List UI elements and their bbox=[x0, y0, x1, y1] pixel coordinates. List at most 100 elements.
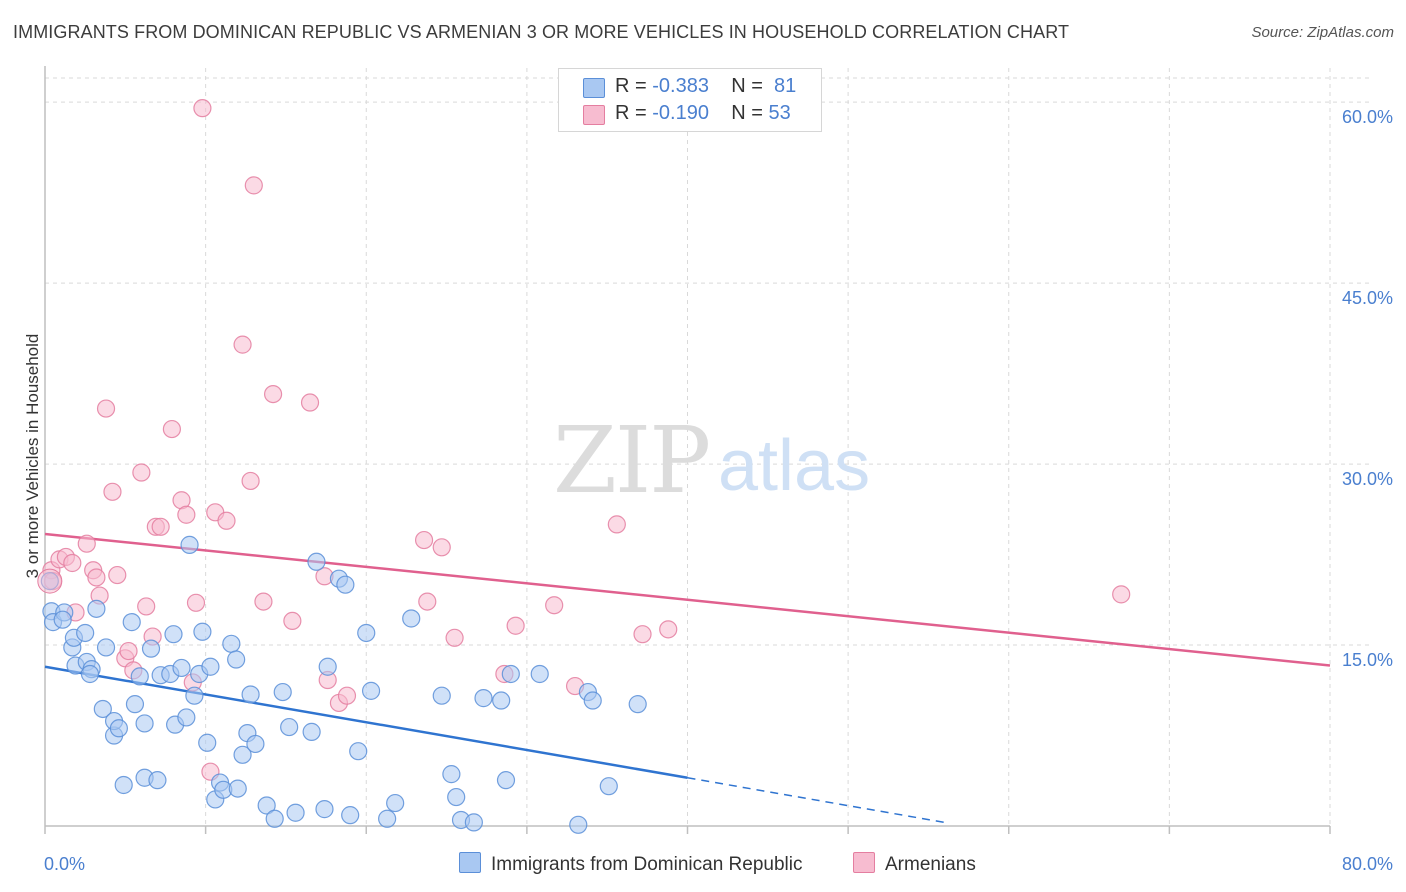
point-dominican bbox=[228, 779, 247, 798]
point-dominican bbox=[361, 681, 381, 700]
point-dominican bbox=[135, 714, 154, 733]
data-points bbox=[37, 99, 1131, 834]
point-armenian bbox=[506, 616, 525, 635]
y-axis-label: 3 or more Vehicles in Household bbox=[23, 334, 42, 579]
point-armenian bbox=[233, 335, 252, 354]
point-armenian bbox=[108, 565, 127, 585]
source-label: Source: ZipAtlas.com bbox=[1251, 24, 1394, 41]
point-dominican bbox=[125, 695, 145, 714]
point-armenian bbox=[283, 611, 302, 631]
point-dominican bbox=[96, 638, 116, 657]
tick-labels: 15.0% 30.0% 45.0% 60.0% 0.0% 80.0% 3 or more V… bbox=[23, 107, 1393, 874]
point-dominican bbox=[80, 664, 100, 684]
point-armenian bbox=[254, 592, 273, 611]
point-armenian bbox=[37, 568, 63, 594]
point-armenian bbox=[1112, 585, 1131, 604]
point-dominican bbox=[357, 623, 376, 643]
point-dominican bbox=[599, 777, 618, 796]
point-armenian bbox=[193, 99, 212, 118]
point-dominican bbox=[227, 650, 246, 669]
watermark: ZIP atlas bbox=[553, 407, 870, 514]
trend-line-armenian bbox=[44, 532, 1331, 667]
legend-r-value: -0.383 bbox=[652, 75, 709, 97]
point-dominican bbox=[442, 765, 461, 784]
point-dominican bbox=[501, 664, 520, 684]
point-dominican bbox=[318, 657, 337, 676]
point-armenian bbox=[545, 596, 564, 615]
point-dominican bbox=[198, 733, 217, 752]
point-dominican bbox=[53, 610, 72, 629]
watermark-zip: ZIP bbox=[553, 407, 709, 514]
point-dominican bbox=[492, 691, 511, 710]
point-dominican bbox=[583, 691, 602, 710]
axes bbox=[44, 66, 1331, 834]
point-armenian bbox=[63, 553, 82, 573]
point-dominican bbox=[201, 657, 220, 676]
legend-r-label: R = bbox=[615, 75, 647, 97]
bottom-legend-label: Armenians bbox=[885, 854, 976, 875]
trend-line-dominican-extension bbox=[687, 777, 945, 824]
point-dominican bbox=[447, 787, 466, 807]
point-dominican bbox=[130, 667, 149, 686]
point-dominican bbox=[109, 719, 128, 738]
point-armenian bbox=[300, 393, 320, 412]
legend-swatch-blue bbox=[583, 78, 605, 98]
point-dominican bbox=[114, 775, 133, 795]
point-armenian bbox=[186, 593, 206, 612]
point-dominican bbox=[122, 613, 141, 632]
point-dominican bbox=[302, 722, 321, 741]
trend-lines bbox=[44, 532, 1331, 824]
point-dominican bbox=[378, 809, 397, 828]
point-armenian bbox=[177, 505, 196, 524]
point-armenian bbox=[337, 686, 357, 705]
point-dominican bbox=[315, 800, 334, 819]
point-dominican bbox=[222, 634, 241, 653]
point-dominican bbox=[265, 809, 284, 828]
legend-swatch-pink bbox=[583, 105, 605, 125]
legend-r-label: R = bbox=[615, 102, 647, 124]
point-armenian bbox=[445, 628, 464, 647]
point-armenian bbox=[659, 620, 678, 639]
point-armenian bbox=[151, 517, 170, 536]
point-dominican bbox=[246, 734, 265, 754]
point-armenian bbox=[607, 515, 626, 534]
point-dominican bbox=[464, 813, 483, 832]
trend-line-dominican bbox=[44, 665, 688, 779]
watermark-atlas: atlas bbox=[718, 426, 870, 506]
bottom-legend-armenians: Armenians bbox=[853, 852, 976, 876]
point-dominican bbox=[432, 686, 451, 705]
point-armenian bbox=[263, 384, 283, 404]
point-dominican bbox=[185, 686, 204, 705]
point-dominican bbox=[76, 623, 95, 643]
bottom-legend-label: Immigrants from Dominican Republic bbox=[491, 854, 803, 875]
point-armenian bbox=[103, 482, 122, 501]
point-dominican bbox=[241, 685, 260, 704]
point-armenian bbox=[414, 530, 434, 550]
point-dominican bbox=[474, 689, 493, 708]
point-armenian bbox=[96, 399, 116, 418]
point-dominican bbox=[496, 771, 516, 790]
point-dominican bbox=[307, 552, 326, 571]
point-armenian bbox=[162, 419, 181, 439]
point-armenian bbox=[244, 176, 263, 195]
legend-n-label: N = bbox=[731, 75, 763, 97]
legend-n-value: 81 bbox=[774, 75, 797, 97]
point-dominican bbox=[402, 609, 421, 628]
point-dominican bbox=[569, 815, 588, 834]
point-dominican bbox=[257, 796, 276, 815]
legend-r-value: -0.190 bbox=[652, 102, 709, 124]
y-tick-label: 15.0% bbox=[1342, 650, 1393, 670]
point-dominican bbox=[280, 717, 299, 737]
point-dominican bbox=[628, 695, 647, 714]
point-dominican bbox=[180, 535, 199, 554]
legend-n-value: 53 bbox=[768, 102, 791, 124]
point-armenian bbox=[633, 625, 652, 644]
point-dominican bbox=[273, 682, 292, 702]
point-armenian bbox=[132, 463, 151, 482]
point-armenian bbox=[77, 534, 96, 553]
x-tick-label: 80.0% bbox=[1342, 854, 1393, 874]
point-dominican bbox=[93, 699, 112, 719]
point-armenian bbox=[432, 538, 451, 557]
correlation-legend: R = -0.383 N = 81 R = -0.190 N = 53 bbox=[558, 68, 822, 132]
